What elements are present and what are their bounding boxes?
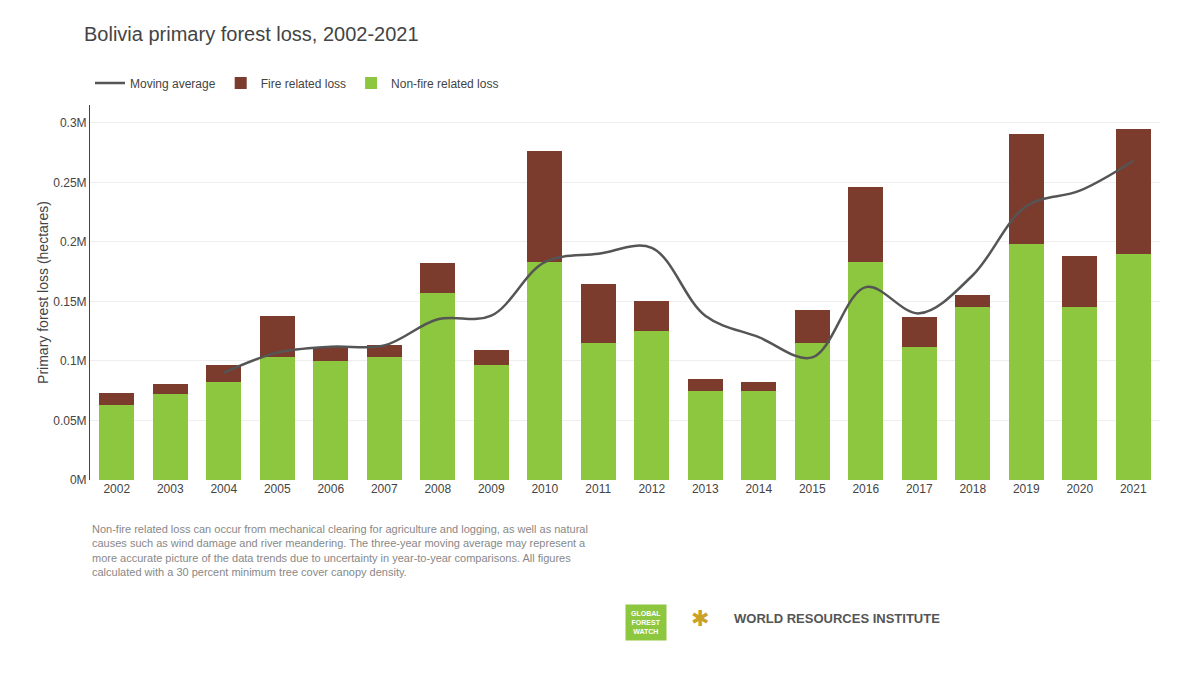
svg-text:0.15M: 0.15M (53, 295, 86, 309)
svg-text:Bolivia primary forest loss, 2: Bolivia primary forest loss, 2002-2021 (84, 23, 419, 45)
svg-text:2008: 2008 (424, 482, 451, 496)
svg-text:2021: 2021 (1120, 482, 1147, 496)
svg-text:Primary forest loss (hectares): Primary forest loss (hectares) (35, 201, 51, 384)
svg-text:2012: 2012 (638, 482, 665, 496)
svg-text:2016: 2016 (852, 482, 879, 496)
svg-text:2015: 2015 (799, 482, 826, 496)
svg-text:2018: 2018 (959, 482, 986, 496)
svg-text:2009: 2009 (478, 482, 505, 496)
svg-text:2014: 2014 (745, 482, 772, 496)
svg-text:0.2M: 0.2M (60, 235, 87, 249)
svg-text:2017: 2017 (906, 482, 933, 496)
svg-text:2019: 2019 (1013, 482, 1040, 496)
svg-text:2020: 2020 (1066, 482, 1093, 496)
svg-text:2010: 2010 (531, 482, 558, 496)
svg-text:2002: 2002 (103, 482, 130, 496)
svg-text:2011: 2011 (585, 482, 611, 496)
svg-text:Non-fire related loss can occu: Non-fire related loss can occur from mec… (92, 523, 588, 578)
svg-text:0.05M: 0.05M (53, 414, 86, 428)
svg-text:0.1M: 0.1M (60, 354, 87, 368)
svg-text:2006: 2006 (317, 482, 344, 496)
svg-text:GLOBALFORESTWATCH: GLOBALFORESTWATCH (631, 610, 661, 635)
svg-text:2004: 2004 (210, 482, 237, 496)
svg-text:Fire related loss: Fire related loss (261, 77, 346, 91)
svg-text:Non-fire related loss: Non-fire related loss (391, 77, 498, 91)
svg-text:0.25M: 0.25M (53, 176, 86, 190)
svg-text:2013: 2013 (692, 482, 719, 496)
svg-text:0M: 0M (70, 473, 87, 487)
svg-text:0.3M: 0.3M (60, 116, 87, 130)
svg-text:2007: 2007 (371, 482, 398, 496)
svg-text:WORLD RESOURCES INSTITUTE: WORLD RESOURCES INSTITUTE (734, 611, 940, 626)
svg-text:✱: ✱ (691, 606, 709, 631)
svg-text:Moving average: Moving average (130, 77, 216, 91)
svg-text:2003: 2003 (157, 482, 184, 496)
svg-text:2005: 2005 (264, 482, 291, 496)
